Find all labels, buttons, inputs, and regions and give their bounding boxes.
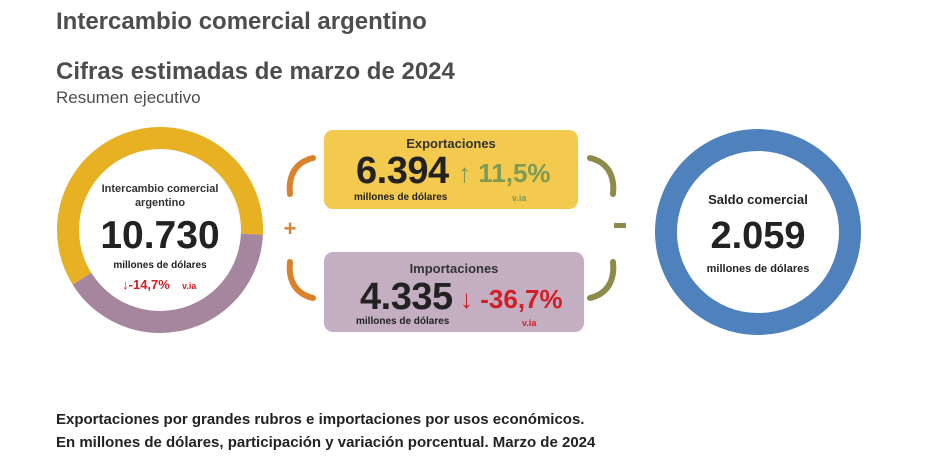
intercambio-variation: ↓-14,7% (122, 277, 170, 292)
intercambio-donut: Intercambio comercial argentino 10.730 m… (57, 127, 263, 333)
saldo-ring (655, 129, 861, 335)
footer-line-1: Exportaciones por grandes rubros e impor… (56, 411, 585, 428)
exportaciones-variation-suffix: v.ia (512, 193, 527, 203)
bracket-lower-left (286, 259, 316, 301)
exportaciones-variation: ↑ 11,5% (458, 158, 551, 188)
exportaciones-value: 6.394 (356, 150, 449, 192)
page-subtitle: Cifras estimadas de marzo de 2024 (56, 58, 455, 85)
bracket-lower-right (587, 259, 617, 301)
infographic-chart: Intercambio comercial argentino 10.730 m… (57, 127, 861, 335)
importaciones-title: Importaciones (409, 261, 499, 276)
page-title: Intercambio comercial argentino (56, 8, 427, 35)
exportaciones-unit: millones de dólares (354, 192, 448, 203)
saldo-donut: Saldo comercial 2.059 millones de dólare… (655, 129, 861, 335)
down-arrow-icon: ↓ (460, 284, 473, 314)
intercambio-variation-suffix: v.ia (182, 281, 197, 291)
importaciones-value: 4.335 (360, 276, 453, 318)
page-caption: Resumen ejecutivo (56, 88, 201, 107)
importaciones-card: Importaciones 4.335 ↓ -36,7% millones de… (324, 252, 584, 332)
exportaciones-title: Exportaciones (406, 136, 496, 151)
bracket-upper-right (587, 155, 617, 197)
intercambio-value: 10.730 (100, 214, 219, 257)
up-arrow-icon: ↑ (458, 158, 471, 188)
saldo-label: Saldo comercial (708, 192, 808, 207)
intercambio-unit: millones de dólares (113, 260, 207, 271)
exportaciones-card: Exportaciones 6.394 ↑ 11,5% millones de … (324, 130, 578, 209)
plus-operator: + (284, 216, 297, 241)
intercambio-label-line2: argentino (135, 197, 185, 209)
bracket-upper-left (286, 155, 316, 197)
saldo-unit: millones de dólares (707, 263, 810, 275)
donut-slice-importaciones (57, 127, 263, 333)
minus-operator (614, 223, 626, 228)
saldo-value: 2.059 (710, 215, 805, 257)
footer-line-2: En millones de dólares, participación y … (56, 434, 596, 451)
importaciones-variation: ↓ -36,7% (460, 284, 563, 314)
down-arrow-icon: ↓ (122, 277, 129, 292)
importaciones-variation-suffix: v.ia (522, 318, 537, 328)
importaciones-unit: millones de dólares (356, 316, 450, 327)
intercambio-label-line1: Intercambio comercial (102, 183, 219, 195)
